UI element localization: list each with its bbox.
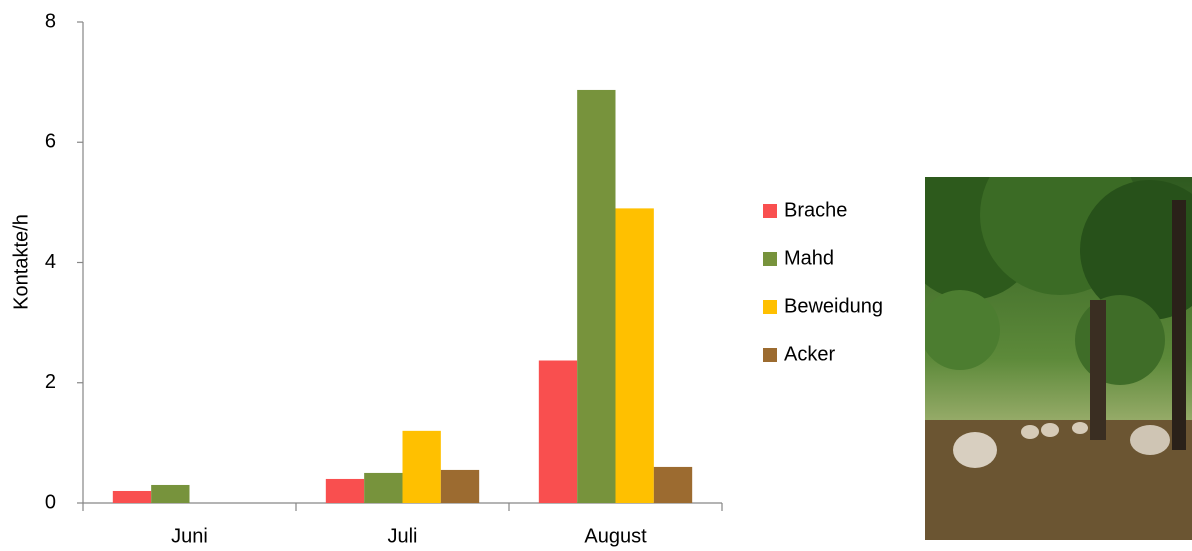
x-tick-label: Juni (171, 525, 208, 547)
legend-label: Mahd (784, 247, 834, 269)
bar (615, 208, 654, 503)
bar (653, 466, 693, 503)
bar (112, 490, 152, 503)
legend-swatch (763, 252, 777, 266)
bar (538, 360, 578, 503)
bar (325, 478, 365, 503)
y-axis-label: Kontakte/h (10, 214, 32, 310)
y-tick-label: 4 (45, 251, 56, 273)
y-tick-label: 2 (45, 371, 56, 393)
y-tick-label: 0 (45, 491, 56, 513)
bar (402, 430, 441, 503)
y-tick-label: 6 (45, 131, 56, 153)
legend-swatch (763, 300, 777, 314)
bar (577, 89, 616, 503)
bar (440, 469, 480, 503)
legend-label: Acker (784, 343, 835, 365)
legend-swatch (763, 204, 777, 218)
legend-swatch (763, 348, 777, 362)
bar (151, 484, 190, 503)
x-tick-label: Juli (387, 525, 417, 547)
legend-label: Brache (784, 199, 847, 221)
x-tick-label: August (584, 525, 647, 547)
legend-label: Beweidung (784, 295, 883, 317)
bar (364, 472, 403, 503)
y-tick-label: 8 (45, 10, 56, 32)
photo (925, 177, 1192, 540)
